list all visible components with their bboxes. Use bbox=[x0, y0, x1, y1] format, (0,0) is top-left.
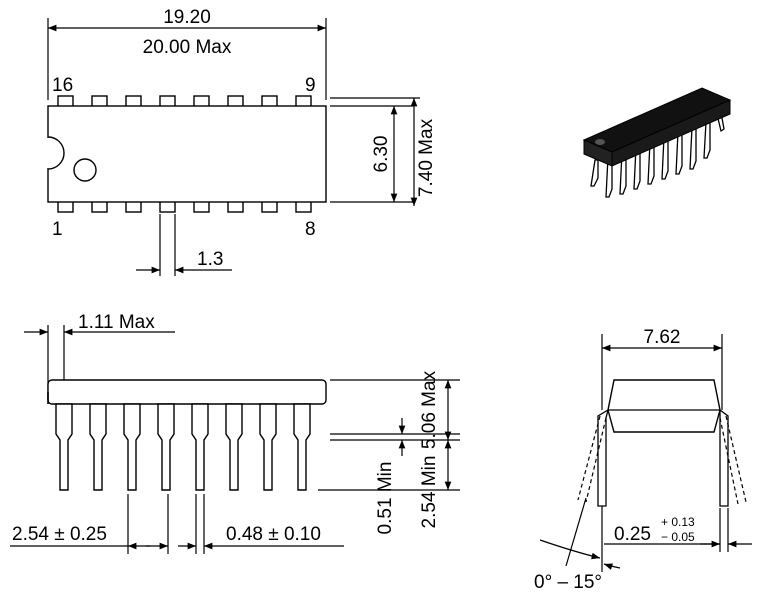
top-view: 19.20 20.00 Max bbox=[47, 7, 437, 276]
row-spacing-label: 7.62 bbox=[644, 327, 681, 348]
length-max-label: 20.00 Max bbox=[143, 37, 232, 58]
lead-width-label: 1.3 bbox=[197, 249, 223, 270]
body-width-max-label: 7.40 Max bbox=[416, 118, 437, 197]
body-width-label: 6.30 bbox=[371, 136, 392, 173]
end-lead-thickness-label: 0.25 bbox=[614, 524, 651, 545]
end-lead-max-label: 1.11 Max bbox=[78, 312, 155, 333]
side-view: 1.11 Max 5.06 Max 0.51 Min 2.54 Min bbox=[10, 312, 460, 554]
pin-1-label: 1 bbox=[52, 219, 63, 240]
pin-9-label: 9 bbox=[305, 75, 316, 96]
package-body-end bbox=[607, 379, 721, 433]
side-leads bbox=[55, 403, 311, 491]
tolerance-minus: − 0.05 bbox=[661, 530, 695, 544]
pin-1-marker bbox=[73, 158, 97, 182]
package-3d-illustration bbox=[582, 87, 732, 198]
tolerance-plus: + 0.13 bbox=[661, 515, 695, 529]
top-pin-row bbox=[57, 95, 312, 109]
pin-16-label: 16 bbox=[52, 75, 73, 96]
standoff-min-label: 0.51 Min bbox=[375, 462, 396, 535]
height-max-label: 5.06 Max bbox=[419, 370, 440, 449]
lead-thickness-label: 0.48 ± 0.10 bbox=[226, 524, 321, 545]
length-label: 19.20 bbox=[163, 7, 211, 28]
orientation-notch bbox=[47, 136, 65, 170]
lead-length-min-label: 2.54 Min bbox=[419, 456, 440, 529]
end-view: 7.62 0.25 + 0.13 − 0.05 0° – 15° bbox=[534, 327, 752, 593]
pin-8-label: 8 bbox=[305, 219, 316, 240]
package-body-side bbox=[47, 379, 327, 405]
lead-angle-label: 0° – 15° bbox=[534, 572, 602, 593]
pitch-label: 2.54 ± 0.25 bbox=[12, 524, 107, 545]
package-body-top bbox=[47, 105, 327, 203]
